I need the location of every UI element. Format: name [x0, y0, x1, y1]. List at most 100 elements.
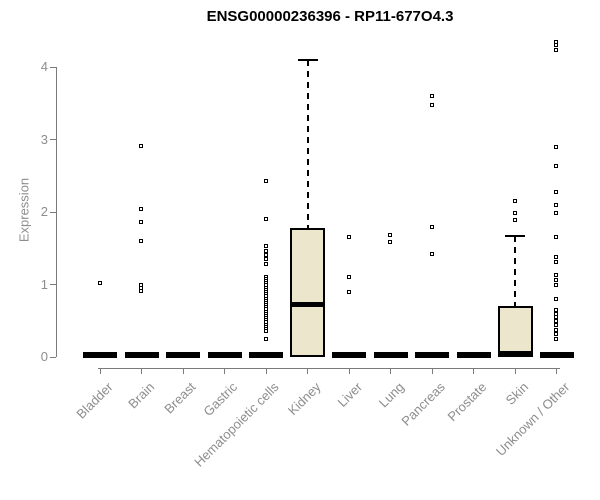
median-line — [290, 302, 325, 308]
outlier-point — [554, 327, 558, 332]
outlier-point — [388, 239, 392, 244]
outlier-point — [554, 43, 558, 48]
box — [497, 306, 533, 357]
outlier-point — [554, 47, 558, 52]
x-axis-category-label: Lung — [375, 379, 407, 411]
outlier-point — [554, 144, 558, 149]
whisker-line — [514, 235, 516, 307]
y-axis-tick-label: 0 — [40, 349, 48, 364]
outlier-point — [554, 255, 558, 260]
outlier-point — [263, 216, 268, 221]
flat-box — [124, 352, 159, 358]
x-axis-tick — [141, 368, 142, 374]
flat-box — [207, 352, 242, 358]
x-axis-line — [98, 368, 560, 369]
outlier-point — [554, 332, 558, 337]
x-axis-tick — [514, 368, 516, 374]
outlier-point — [429, 102, 434, 107]
outlier-point — [554, 318, 558, 323]
flat-box — [83, 352, 117, 358]
outlier-point — [263, 337, 268, 342]
outlier-point — [554, 189, 558, 194]
outlier-point — [139, 144, 143, 149]
x-axis-category-label: Hematopoietic cells — [191, 379, 282, 470]
y-axis-tick-label: 2 — [40, 204, 48, 219]
outlier-point — [346, 234, 351, 239]
outlier-point — [139, 207, 143, 212]
flat-box — [373, 352, 408, 358]
flat-box — [539, 352, 574, 358]
outlier-point — [263, 261, 268, 266]
outlier-point — [554, 39, 558, 44]
outlier-point — [263, 257, 268, 262]
outlier-point — [429, 225, 434, 230]
x-axis-tick — [99, 368, 101, 374]
outlier-point — [554, 210, 558, 215]
outlier-point — [263, 248, 268, 253]
outlier-point — [554, 337, 558, 342]
flat-box — [166, 352, 200, 358]
outlier-point — [388, 232, 392, 237]
flat-box — [332, 352, 366, 358]
outlier-point — [554, 259, 558, 264]
outlier-point — [97, 281, 102, 286]
outlier-point — [346, 275, 351, 280]
outlier-point — [139, 238, 143, 243]
box — [290, 227, 325, 357]
y-axis-tick — [50, 139, 56, 140]
outlier-point — [554, 282, 558, 287]
outlier-point — [263, 244, 268, 249]
x-axis-tick — [307, 368, 308, 374]
whisker-line — [306, 59, 309, 228]
x-axis-category-label: Pancreas — [398, 379, 448, 429]
flat-box — [249, 352, 283, 358]
x-axis-category-label: Unknown / Other — [492, 379, 573, 459]
y-axis-tick — [50, 356, 56, 358]
x-axis-tick — [431, 368, 433, 374]
outlier-point — [554, 277, 558, 282]
chart-title: ENSG00000236396 - RP11-677O4.3 — [206, 8, 454, 25]
outlier-point — [512, 210, 517, 215]
x-axis-tick — [473, 368, 474, 374]
x-axis-category-label: Prostate — [444, 379, 490, 425]
x-axis-category-label: Brain — [125, 379, 158, 412]
flat-box — [415, 352, 449, 358]
y-axis-tick — [50, 211, 56, 213]
outlier-point — [554, 308, 558, 313]
whisker-cap — [505, 234, 525, 237]
x-axis-tick — [390, 368, 391, 374]
outlier-point — [512, 218, 517, 223]
outlier-point — [346, 289, 351, 294]
outlier-point — [263, 329, 268, 334]
y-axis-tick-label: 1 — [40, 276, 48, 292]
outlier-point — [139, 288, 143, 293]
y-axis-line — [56, 67, 57, 357]
outlier-point — [554, 234, 558, 239]
outlier-point — [429, 93, 434, 98]
x-axis-category-label: Bladder — [73, 379, 116, 422]
outlier-point — [554, 322, 558, 327]
y-axis-tick-label: 4 — [40, 59, 48, 74]
outlier-point — [554, 202, 558, 207]
x-axis-category-label: Skin — [502, 379, 531, 408]
median-line — [497, 351, 533, 356]
x-axis-category-label: Gastric — [200, 379, 241, 420]
x-axis-tick — [556, 368, 557, 374]
y-axis-tick — [50, 66, 56, 68]
outlier-point — [263, 179, 268, 184]
y-axis-tick-label: 3 — [40, 131, 48, 147]
whisker-cap — [297, 58, 318, 61]
outlier-point — [554, 311, 558, 316]
outlier-point — [429, 251, 434, 256]
x-axis-category-label: Kidney — [284, 379, 324, 419]
outlier-point — [554, 163, 558, 168]
outlier-point — [512, 198, 517, 203]
x-axis-category-label: Breast — [161, 379, 199, 417]
outlier-point — [554, 272, 558, 277]
x-axis-tick — [348, 368, 350, 374]
flat-box — [456, 352, 491, 358]
outlier-point — [139, 220, 143, 225]
outlier-point — [554, 315, 558, 320]
y-axis-tick — [50, 284, 56, 285]
